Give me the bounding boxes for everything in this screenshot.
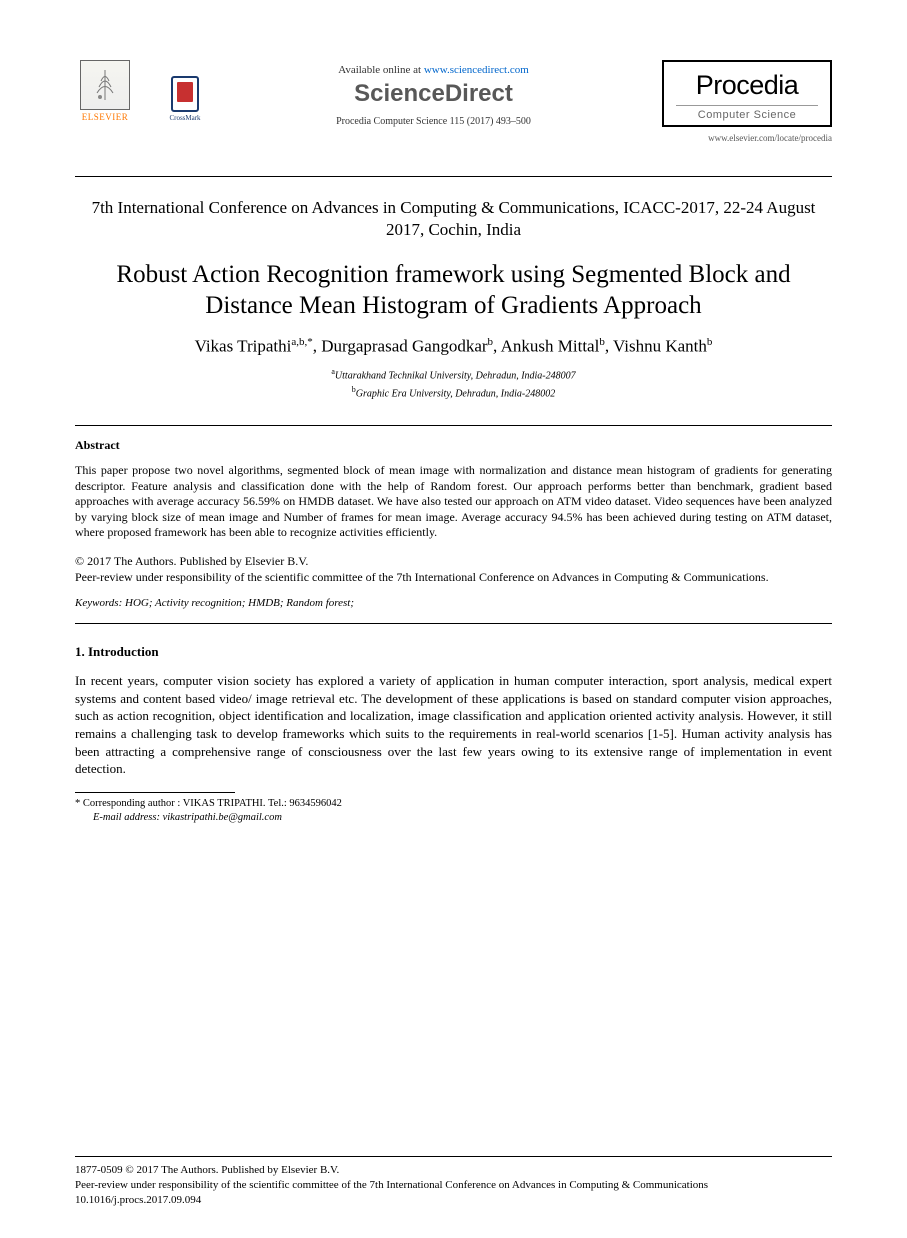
footnote-email-line: E-mail address: vikastripathi.be@gmail.c…: [75, 811, 832, 825]
keywords-line: Keywords: HOG; Activity recognition; HMD…: [75, 597, 832, 609]
sciencedirect-logo: ScienceDirect: [205, 80, 662, 108]
header-row: ELSEVIER CrossMark Available online at w…: [75, 60, 832, 168]
elsevier-label: ELSEVIER: [82, 112, 129, 122]
doi-line: 10.1016/j.procs.2017.09.094: [75, 1193, 832, 1208]
copyright-line-2: Peer-review under responsibility of the …: [75, 569, 832, 585]
procedia-box: Procedia Computer Science: [662, 60, 832, 127]
footer-rule: [75, 1156, 832, 1157]
peer-review-line: Peer-review under responsibility of the …: [75, 1178, 832, 1193]
abstract-heading: Abstract: [75, 438, 832, 453]
copyright-block: © 2017 The Authors. Published by Elsevie…: [75, 553, 832, 585]
affiliation-b: bGraphic Era University, Dehradun, India…: [75, 384, 832, 401]
abstract-top-rule: [75, 425, 832, 426]
corresponding-author-footnote: * Corresponding author : VIKAS TRIPATHI.…: [75, 797, 832, 825]
affiliation-b-text: Graphic Era University, Dehradun, India-…: [356, 388, 555, 399]
affiliation-a-text: Uttarakhand Technikal University, Dehrad…: [335, 371, 576, 382]
footer-text: 1877-0509 © 2017 The Authors. Published …: [75, 1163, 832, 1208]
affiliations: aUttarakhand Technikal University, Dehra…: [75, 366, 832, 401]
issn-copyright-line: 1877-0509 © 2017 The Authors. Published …: [75, 1163, 832, 1178]
footnote-line-1: * Corresponding author : VIKAS TRIPATHI.…: [75, 797, 832, 811]
available-online-text: Available online at www.sciencedirect.co…: [205, 64, 662, 76]
keywords-text: HOG; Activity recognition; HMDB; Random …: [125, 597, 354, 609]
author-list: Vikas Tripathia,b,*, Durgaprasad Gangodk…: [75, 336, 832, 357]
introduction-heading: 1. Introduction: [75, 644, 832, 660]
procedia-subtitle: Computer Science: [676, 105, 818, 121]
email-label: E-mail address:: [93, 812, 160, 823]
copyright-line-1: © 2017 The Authors. Published by Elsevie…: [75, 553, 832, 569]
sciencedirect-url-link[interactable]: www.sciencedirect.com: [424, 64, 529, 76]
email-address: vikastripathi.be@gmail.com: [163, 812, 282, 823]
procedia-title: Procedia: [676, 70, 818, 101]
introduction-body: In recent years, computer vision society…: [75, 672, 832, 777]
publication-reference: Procedia Computer Science 115 (2017) 493…: [205, 116, 662, 127]
elsevier-tree-icon: [80, 60, 130, 110]
journal-homepage-url[interactable]: www.elsevier.com/locate/procedia: [662, 133, 832, 143]
keywords-label: Keywords:: [75, 597, 122, 609]
abstract-bottom-rule: [75, 623, 832, 624]
footnote-separator: [75, 792, 235, 793]
abstract-body: This paper propose two novel algorithms,…: [75, 463, 832, 541]
center-header: Available online at www.sciencedirect.co…: [205, 60, 662, 127]
paper-title: Robust Action Recognition framework usin…: [75, 259, 832, 322]
procedia-brand-block: Procedia Computer Science www.elsevier.c…: [662, 60, 832, 168]
publisher-logos: ELSEVIER CrossMark: [75, 60, 205, 128]
available-prefix: Available online at: [338, 64, 424, 76]
conference-info: 7th International Conference on Advances…: [75, 197, 832, 241]
crossmark-logo[interactable]: CrossMark: [165, 76, 205, 128]
elsevier-logo: ELSEVIER: [75, 60, 135, 128]
page-footer-block: 1877-0509 © 2017 The Authors. Published …: [75, 1156, 832, 1208]
crossmark-box-icon: [171, 76, 199, 112]
header-divider: [75, 176, 832, 177]
crossmark-label: CrossMark: [169, 114, 200, 122]
affiliation-a: aUttarakhand Technikal University, Dehra…: [75, 366, 832, 383]
